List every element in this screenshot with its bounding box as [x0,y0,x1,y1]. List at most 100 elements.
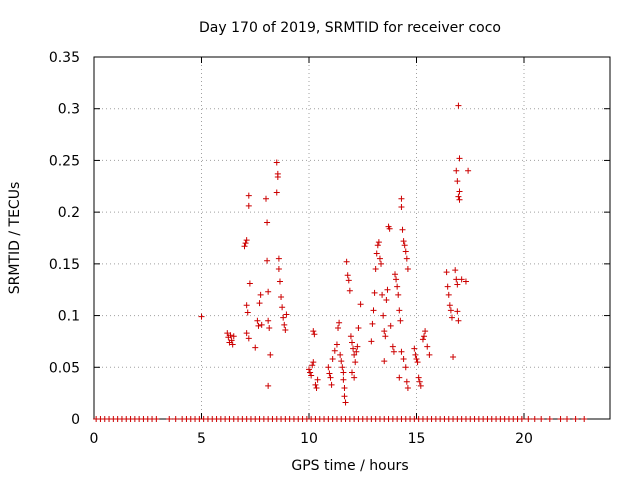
data-point [275,255,282,262]
data-point [374,242,381,249]
data-point [378,260,385,267]
data-point [381,328,388,335]
data-point [355,324,362,331]
data-point [379,291,386,298]
data-point [349,369,355,376]
data-point [266,324,273,331]
data-point [456,196,463,203]
plot-frame [93,56,611,420]
axis-ticks: 0 5 10 15 20 0 0.05 0.1 0.15 0.2 0.25 0.3 0.35 [49,50,610,447]
chart-title: Day 170 of 2019, SRMTID for receiver coc… [199,20,501,36]
data-point [444,283,451,290]
data-point [267,351,274,358]
data-point [337,351,344,358]
data-point [275,266,282,273]
data-point [445,291,452,298]
y-tick-label: 0.3 [58,102,80,118]
data-point [227,332,234,339]
data-point [422,328,429,335]
data-point [398,203,405,210]
data-point [198,313,205,320]
data-point [465,167,472,174]
data-point [263,195,269,202]
data-point [313,384,320,391]
data-point [381,358,388,365]
data-point [257,291,264,298]
data-point [546,416,553,422]
data-point [345,277,352,284]
data-point [243,302,250,309]
data-point [339,364,346,371]
data-point [245,335,252,342]
data-point [244,309,251,316]
data-point [386,225,393,232]
data-point [224,330,231,337]
data-point [335,324,342,331]
data-point [395,291,402,298]
data-point [458,276,465,283]
data-point [229,341,236,348]
data-point [273,159,280,166]
data-point [454,308,461,315]
data-point [341,384,348,391]
data-point [401,242,408,249]
data-point [518,416,525,422]
data-point [525,416,532,422]
y-tick-label: 0.1 [58,309,80,325]
data-point [380,312,387,319]
data-point [349,339,355,346]
data-point [389,343,396,350]
data-point [344,272,351,279]
data-point [340,376,347,383]
data-point [373,250,380,257]
data-point [265,288,272,295]
x-tick-label: 15 [408,431,426,447]
data-point [172,416,179,422]
data-point [245,202,252,209]
data-point [400,238,407,245]
data-point [256,300,263,307]
data-point [283,311,290,318]
data-point [455,317,462,324]
x-tick-label: 20 [515,431,533,447]
data-point [415,374,422,381]
data-point [306,366,312,373]
data-point [340,369,347,376]
x-tick-label: 10 [300,431,318,447]
data-point [413,356,420,363]
data-point [310,359,317,366]
data-point [390,348,397,355]
data-point [166,416,173,422]
data-point [416,378,423,385]
data-point [351,351,358,358]
data-point [402,248,409,255]
data-point [450,353,457,360]
data-point [273,189,280,196]
y-tick-label: 0.05 [49,360,80,376]
data-point [426,351,433,358]
data-point [447,307,454,314]
data-point [241,243,248,250]
data-point [443,269,450,276]
data-point [327,374,334,381]
y-tick-label: 0.2 [58,205,80,221]
data-point [376,255,383,262]
data-point [462,278,469,285]
data-point [371,289,378,296]
data-point [453,167,460,174]
data-point [557,416,564,422]
data-point [404,266,411,273]
data-point [375,239,382,246]
data-point [311,331,318,338]
data-point [342,399,349,406]
data-point [382,333,389,340]
data-point [419,336,426,343]
data-point [403,378,410,385]
data-point [326,370,333,377]
x-tick-label: 0 [90,431,99,447]
data-point [417,382,424,389]
data-point [308,372,315,379]
data-point [346,287,353,294]
data-point [398,348,405,355]
data-point [370,307,377,314]
